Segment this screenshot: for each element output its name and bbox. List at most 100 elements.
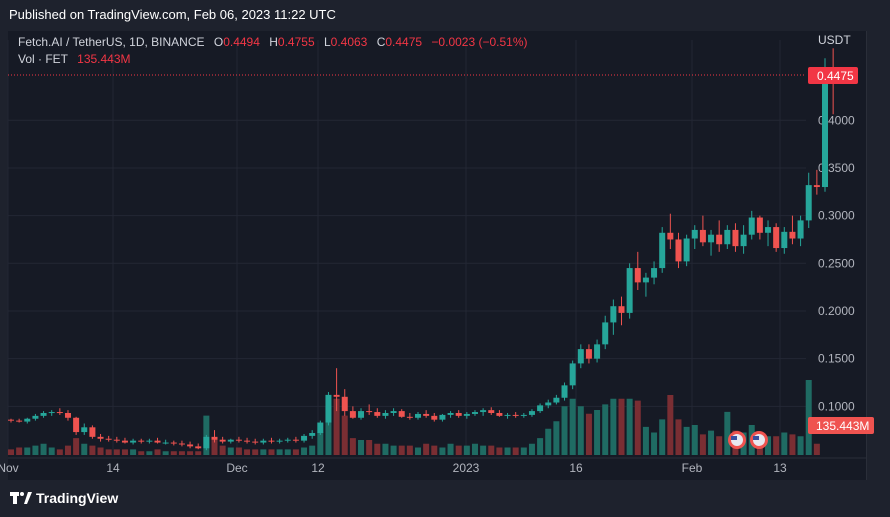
- candle-body: [732, 229, 739, 247]
- volume-bar: [130, 449, 137, 455]
- candle-body: [789, 231, 796, 239]
- volume-bar: [439, 447, 446, 455]
- volume-bar: [765, 436, 772, 455]
- volume-bar: [284, 449, 291, 455]
- candle-body: [113, 439, 120, 441]
- candle-body: [642, 277, 649, 283]
- close-label: C: [376, 35, 386, 49]
- candle-body: [260, 440, 267, 443]
- candle-body: [471, 412, 478, 414]
- volume-bar: [594, 410, 601, 455]
- candle-body: [496, 413, 503, 416]
- x-tick-label: Dec: [226, 461, 247, 475]
- volume-bar: [48, 447, 55, 455]
- candle-body: [748, 217, 755, 235]
- volume-bar: [773, 436, 780, 455]
- volume-bar: [309, 445, 316, 455]
- volume-bar: [585, 413, 592, 455]
- candle-body: [667, 232, 674, 240]
- volume-bar: [317, 432, 324, 455]
- volume-bar: [423, 443, 430, 455]
- symbol-legend: Fetch.AI / TetherUS, 1D, BINANCE O0.4494…: [18, 35, 528, 49]
- volume-label: Vol · FET: [18, 52, 68, 66]
- candle-body: [219, 439, 226, 442]
- y-tick-label: 0.1500: [818, 352, 855, 366]
- candle-body: [406, 416, 413, 418]
- volume-bar: [618, 398, 625, 455]
- candle-body: [577, 349, 584, 364]
- volume-bar: [333, 398, 340, 455]
- symbol-name[interactable]: Fetch.AI / TetherUS, 1D, BINANCE: [18, 35, 205, 49]
- volume-bar: [659, 419, 666, 455]
- high-label: H: [269, 35, 278, 49]
- volume-bar: [512, 447, 519, 455]
- volume-bar: [406, 445, 413, 455]
- candle-body: [333, 394, 340, 397]
- volume-bar: [716, 436, 723, 455]
- x-tick-label: 13: [773, 461, 787, 475]
- volume-bar: [219, 445, 226, 455]
- candle-body: [203, 436, 210, 449]
- candle-body: [146, 440, 153, 442]
- candle-body: [431, 415, 438, 420]
- candle-body: [56, 412, 63, 414]
- candle-body: [439, 414, 446, 420]
- candle-body: [822, 67, 828, 188]
- volume-bar: [691, 425, 698, 455]
- volume-bar: [244, 449, 251, 455]
- candle-body: [16, 420, 23, 422]
- volume-bar: [398, 445, 405, 455]
- candle-body: [292, 439, 299, 441]
- close-value: 0.4475: [385, 35, 423, 49]
- volume-bar: [374, 443, 381, 455]
- candle-body: [89, 427, 96, 437]
- volume-bar: [178, 451, 185, 455]
- candle-body: [276, 440, 283, 442]
- chart-area[interactable]: [8, 31, 867, 480]
- candle-body: [765, 227, 772, 233]
- volume-bar: [252, 449, 259, 455]
- candle-body: [683, 238, 690, 262]
- volume-bar: [447, 443, 454, 455]
- volume-bar: [797, 436, 804, 455]
- us-flag-icon-canton: [731, 436, 737, 440]
- volume-legend: Vol · FET 135.443M: [18, 52, 131, 66]
- volume-bar: [463, 445, 470, 455]
- candle-body: [423, 413, 430, 416]
- candle-body: [545, 402, 552, 406]
- volume-bar: [602, 404, 609, 455]
- x-tick-label: Nov: [0, 461, 19, 475]
- candle-body: [504, 414, 511, 416]
- volume-bar: [276, 449, 283, 455]
- volume-bar: [358, 440, 365, 455]
- candle-body: [130, 440, 137, 443]
- candle-body: [488, 410, 495, 413]
- candle-body: [105, 438, 112, 440]
- volume-bar: [162, 451, 169, 455]
- volume-bar: [113, 449, 120, 455]
- candle-body: [463, 413, 470, 416]
- candle-body: [227, 439, 234, 442]
- x-tick-label: 14: [106, 461, 120, 475]
- candle-body: [398, 411, 405, 417]
- volume-bar: [724, 411, 731, 455]
- volume-bar: [301, 447, 308, 455]
- volume-bar: [504, 447, 511, 455]
- volume-bar: [651, 432, 658, 455]
- candle-body: [211, 436, 218, 440]
- volume-bar: [642, 426, 649, 455]
- volume-bar: [366, 440, 373, 455]
- volume-bar: [235, 447, 242, 455]
- volume-bar: [610, 398, 617, 455]
- candle-body: [675, 239, 682, 262]
- volume-bar: [146, 451, 153, 455]
- candle-body: [781, 231, 788, 249]
- volume-bar: [24, 447, 31, 455]
- tradingview-footer[interactable]: TradingView: [10, 490, 118, 506]
- volume-badge: [808, 417, 874, 434]
- candle-body: [618, 306, 625, 313]
- volume-bar: [415, 447, 421, 455]
- volume-bar: [187, 451, 194, 455]
- candle-body: [187, 444, 194, 447]
